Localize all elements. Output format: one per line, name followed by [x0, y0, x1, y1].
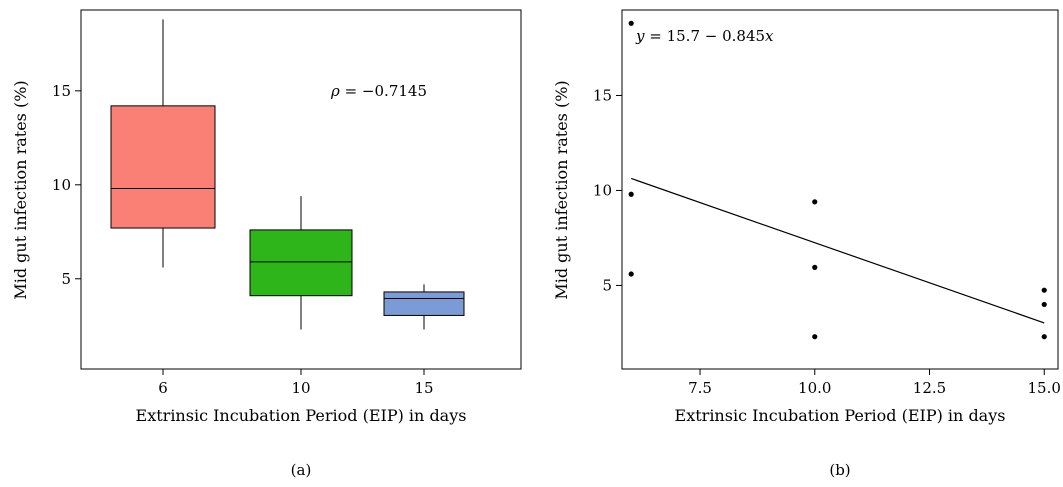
y-tick-label-a-5: 5 [61, 270, 71, 288]
plot-frame-b [621, 9, 1059, 370]
panel-b: 5 10 15 7.5 10.0 12.5 15.0 Mid gut infection … [552, 9, 1061, 479]
y-axis-label-a: Mid gut infection rates (%) [11, 80, 30, 299]
x-tick-label-a-15: 15 [414, 379, 433, 397]
box-6 [110, 105, 216, 229]
fit-line-group [630, 177, 1045, 324]
reg-y-var: y [635, 27, 645, 45]
scatter-point-4 [812, 264, 818, 270]
y-tick-label-a-15: 15 [52, 82, 71, 100]
box-10 [249, 229, 353, 297]
scatter-point-5 [812, 334, 818, 340]
scatter-point-2 [628, 271, 634, 277]
scatter-point-3 [812, 199, 818, 205]
y-tick-label-b-10: 10 [593, 181, 612, 199]
x-axis-label-a: Extrinsic Incubation Period (EIP) in day… [136, 406, 467, 425]
x-tick-label-b-15.0: 15.0 [1028, 379, 1061, 397]
x-tick-label-a-6: 6 [158, 379, 168, 397]
panel-label-a: (a) [291, 461, 312, 479]
fit-line [630, 177, 1045, 324]
y-axis-a: 5 10 15 [52, 82, 81, 288]
scatter-point-8 [1041, 334, 1047, 340]
scatter-point-1 [628, 191, 634, 197]
scatter-point-0 [628, 20, 634, 26]
regression-annotation: y = 15.7 − 0.845x [635, 27, 774, 45]
reg-equation: = 15.7 − 0.845 [644, 27, 765, 45]
x-tick-label-b-7.5: 7.5 [688, 379, 712, 397]
x-tick-label-b-10.0: 10.0 [798, 379, 831, 397]
x-axis-a: 6 10 15 [158, 369, 434, 397]
y-tick-label-b-15: 15 [593, 86, 612, 104]
boxes-a [110, 19, 465, 330]
rho-symbol: ρ [330, 82, 340, 100]
reg-x-var: x [765, 27, 774, 45]
box-15 [383, 291, 465, 316]
panel-label-b: (b) [829, 461, 850, 479]
scatter-point-7 [1041, 301, 1047, 308]
y-tick-label-a-10: 10 [52, 176, 71, 194]
points-b [628, 20, 1047, 340]
rho-value: = −0.7145 [340, 82, 427, 100]
x-tick-label-a-10: 10 [291, 379, 310, 397]
x-axis-label-b: Extrinsic Incubation Period (EIP) in day… [675, 406, 1006, 425]
y-axis-b: 5 10 15 [593, 86, 622, 294]
correlation-annotation: ρ = −0.7145 [330, 82, 427, 100]
x-axis-b: 7.5 10.0 12.5 15.0 [688, 369, 1061, 397]
y-tick-label-b-5: 5 [602, 276, 612, 294]
y-axis-label-b: Mid gut infection rates (%) [552, 80, 571, 299]
scatter-point-6 [1041, 287, 1047, 293]
x-tick-label-b-12.5: 12.5 [913, 379, 946, 397]
